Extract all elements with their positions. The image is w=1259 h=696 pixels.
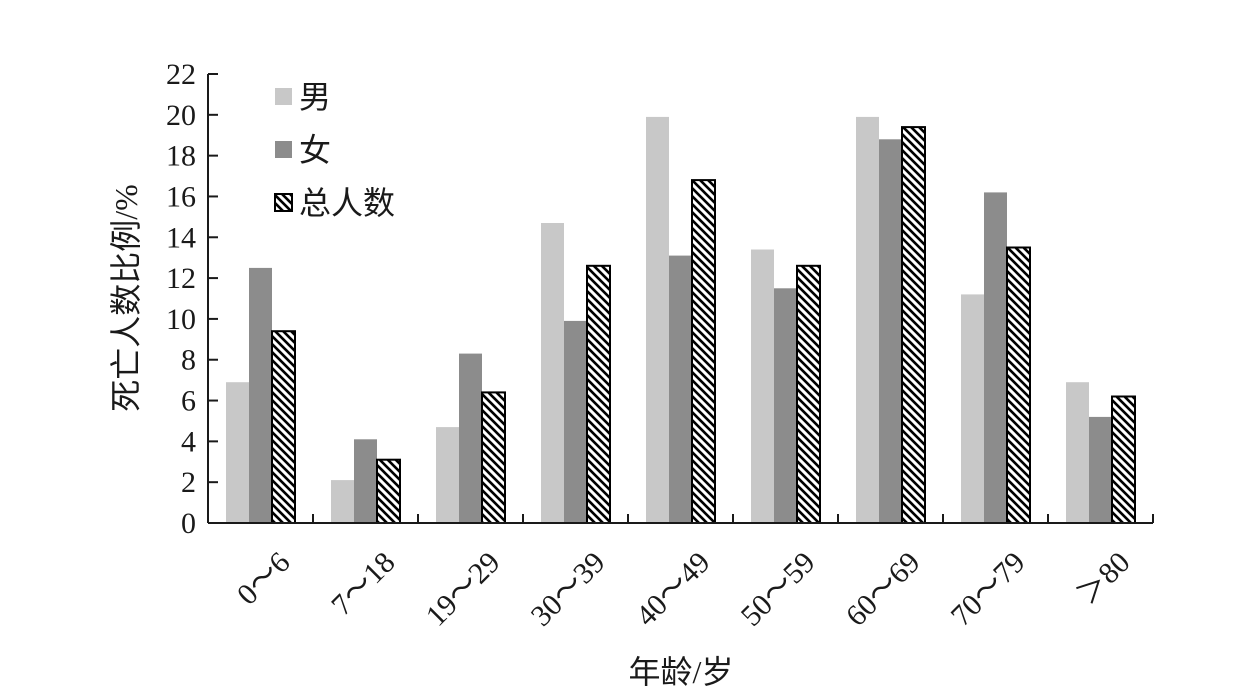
x-tick-label-2: 19～29: [420, 546, 507, 633]
y-tick-label-5: 10: [166, 303, 196, 336]
y-tick-label-3: 6: [181, 385, 196, 418]
y-tick-label-0: 0: [181, 507, 196, 540]
bar-male-0: [226, 382, 249, 523]
x-tick-label-0: 0～6: [231, 546, 297, 612]
x-tick-label-8: ＞80: [1071, 546, 1137, 612]
bars-group: [226, 116, 1136, 525]
x-tick-label-5: 50～59: [735, 546, 822, 633]
bar-male-2: [436, 427, 459, 523]
x-tick-label-4: 40～49: [630, 546, 717, 633]
bar-total-7: [1006, 246, 1031, 524]
bar-female-2: [459, 353, 482, 523]
bar-male-4: [646, 116, 669, 524]
bar-female-0: [249, 267, 272, 523]
bar-female-4: [669, 255, 692, 523]
bar-male-8: [1066, 382, 1089, 523]
y-axis-ticks: 0 2 4 6 8 10 12 14 16 18 20 22: [166, 58, 218, 540]
legend-swatch-male: [275, 88, 292, 105]
bar-female-1: [354, 439, 377, 523]
bar-female-3: [564, 320, 587, 523]
y-tick-label-6: 12: [166, 262, 196, 295]
bar-female-6: [879, 139, 902, 524]
bar-female-8: [1089, 416, 1112, 523]
x-axis-ticks: 0～6 7～18 19～29 30～39 40～49 50～59 60～69 70～79 ＞80: [207, 514, 1154, 633]
y-tick-label-7: 14: [166, 221, 196, 254]
y-tick-label-2: 4: [181, 425, 196, 458]
x-tick-label-7: 70～79: [945, 546, 1032, 633]
y-tick-label-4: 8: [181, 344, 196, 377]
x-tick-label-3: 30～39: [525, 546, 612, 633]
bar-total-4: [691, 179, 716, 524]
bar-male-3: [541, 223, 564, 523]
bar-female-5: [774, 288, 797, 523]
bar-total-2: [481, 391, 506, 524]
bar-total-5: [796, 264, 821, 524]
legend-label-total: 总人数: [299, 185, 395, 221]
bar-female-7: [984, 192, 1007, 523]
bar-male-7: [961, 294, 984, 523]
y-tick-label-10: 20: [166, 99, 196, 132]
y-axis-title: 死亡人数比例/%: [108, 184, 144, 412]
bar-total-8: [1111, 395, 1136, 524]
legend-swatch-female: [275, 141, 292, 158]
bar-male-6: [856, 116, 879, 524]
y-tick-label-9: 18: [166, 140, 196, 173]
bar-total-6: [901, 126, 926, 524]
bar-male-1: [331, 480, 354, 523]
legend-swatch-total: [274, 193, 293, 212]
legend-label-male: 男: [299, 79, 331, 115]
bar-total-3: [586, 264, 611, 524]
bar-male-5: [751, 249, 774, 523]
x-tick-label-6: 60～69: [840, 546, 927, 633]
x-axis-title: 年龄/岁: [629, 654, 734, 690]
x-tick-label-1: 7～18: [325, 546, 401, 622]
legend-label-female: 女: [299, 132, 331, 168]
y-tick-label-11: 22: [166, 58, 196, 91]
bar-total-0: [271, 330, 296, 525]
bar-total-1: [376, 458, 401, 525]
y-tick-label-1: 2: [181, 466, 196, 499]
y-tick-label-8: 16: [166, 180, 196, 213]
